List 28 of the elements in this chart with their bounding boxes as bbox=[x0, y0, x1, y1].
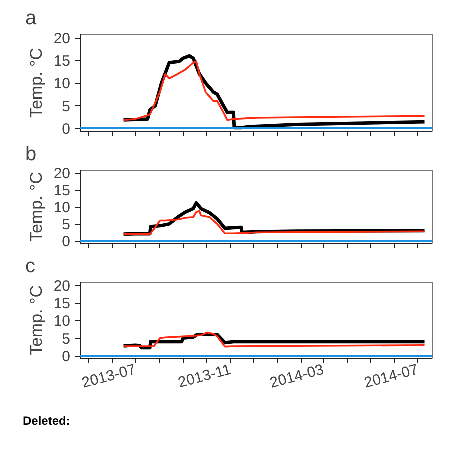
text: Deleted: bbox=[23, 413, 70, 430]
y-tick-label: 0 bbox=[62, 234, 70, 251]
x-tick-label: 2014-03 bbox=[268, 361, 326, 392]
x-tick-label: 2014-07 bbox=[362, 361, 420, 392]
line-series bbox=[122, 60, 426, 122]
y-tick-label: 20 bbox=[54, 166, 71, 183]
chart-title: b bbox=[26, 144, 37, 166]
y-tick-label: 5 bbox=[62, 330, 70, 348]
y-axis-title: Temp. °C bbox=[26, 285, 46, 356]
y-tick-label: 10 bbox=[54, 76, 71, 93]
y-tick-label: 10 bbox=[54, 200, 71, 217]
y-axis-title: Temp. °C bbox=[26, 172, 46, 242]
y-tick-label: 20 bbox=[54, 278, 71, 295]
line-series bbox=[122, 210, 426, 236]
y-axis-title: Temp. °C bbox=[26, 48, 46, 118]
y-tick-label: 0 bbox=[62, 120, 70, 138]
chart-title: a bbox=[26, 8, 38, 30]
y-tick-label: 10 bbox=[54, 313, 71, 330]
x-tick-label: 2013-11 bbox=[176, 361, 234, 392]
y-tick-label: 20 bbox=[54, 30, 71, 48]
y-tick-label: 15 bbox=[54, 296, 71, 312]
x-tick-label: 2013-07 bbox=[80, 361, 138, 392]
y-tick-label: 5 bbox=[62, 98, 70, 116]
y-tick-label: 0 bbox=[62, 348, 70, 366]
y-tick-label: 15 bbox=[54, 182, 71, 200]
chart-title: c bbox=[26, 256, 36, 278]
y-tick-label: 15 bbox=[54, 53, 71, 70]
y-tick-label: 5 bbox=[62, 216, 70, 234]
